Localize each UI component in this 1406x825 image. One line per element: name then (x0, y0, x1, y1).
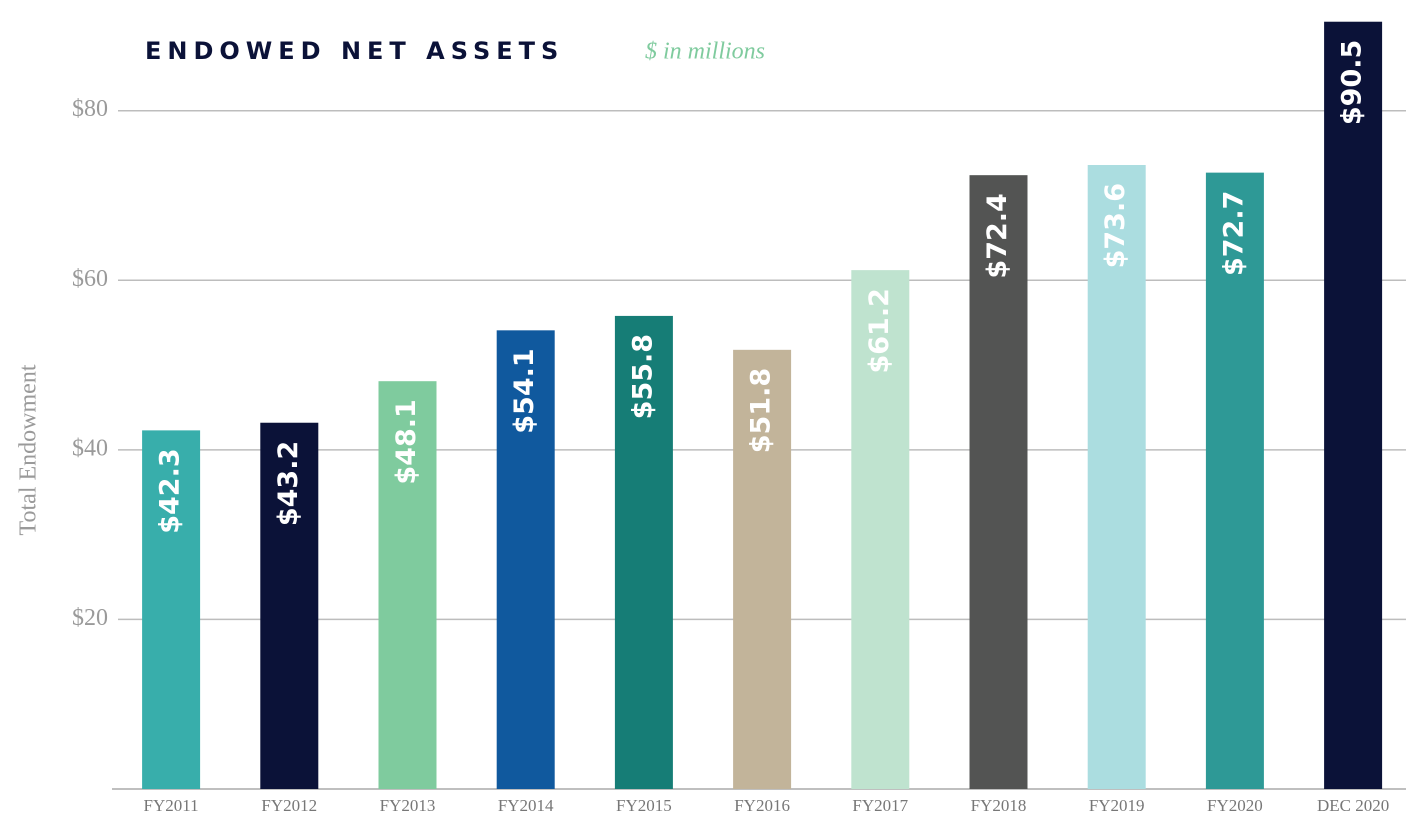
x-tick-label: FY2020 (1207, 796, 1263, 815)
bar (851, 270, 910, 789)
x-tick-label: FY2013 (380, 796, 436, 815)
value-label: $54.1 (509, 348, 540, 433)
x-tick-label: FY2017 (852, 796, 908, 815)
y-tick-label: $40 (72, 435, 108, 461)
bar (496, 330, 555, 789)
value-label: $43.2 (273, 441, 304, 526)
chart-title: ENDOWED NET ASSETS (145, 37, 564, 65)
y-tick-label: $20 (72, 605, 108, 631)
x-tick-label: DEC 2020 (1317, 796, 1389, 815)
x-tick-label: FY2014 (498, 796, 554, 815)
y-tick-label: $80 (72, 96, 108, 122)
bar (260, 422, 319, 789)
value-label: $42.3 (155, 448, 186, 533)
value-label: $73.6 (1100, 183, 1131, 268)
chart-subtitle: $ in millions (645, 39, 765, 65)
bar (614, 315, 673, 789)
bar (733, 349, 792, 789)
x-tick-label: FY2012 (261, 796, 317, 815)
value-label: $51.8 (746, 368, 777, 453)
x-tick-label: FY2019 (1089, 796, 1145, 815)
value-label: $55.8 (627, 334, 658, 419)
x-tick-label: FY2015 (616, 796, 672, 815)
value-label: $48.1 (391, 399, 422, 484)
bar (1324, 21, 1383, 789)
bar (1087, 165, 1146, 789)
bar (142, 430, 201, 789)
bar (378, 381, 437, 789)
x-tick-label: FY2018 (971, 796, 1027, 815)
value-label: $72.7 (1218, 191, 1249, 276)
y-tick-label: $60 (72, 266, 108, 292)
bar (1205, 172, 1264, 789)
value-label: $72.4 (982, 193, 1013, 278)
bar (969, 175, 1028, 789)
x-tick-label: FY2016 (734, 796, 790, 815)
x-tick-label: FY2011 (144, 796, 199, 815)
y-axis-label: Total Endowment (16, 364, 42, 535)
value-label: $90.5 (1337, 40, 1368, 125)
value-label: $61.2 (864, 288, 895, 373)
